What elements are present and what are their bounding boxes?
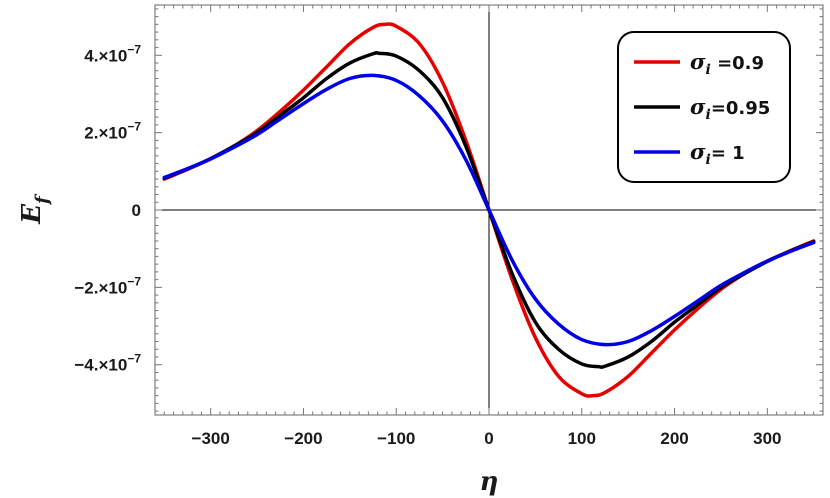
series-layer (162, 22, 816, 398)
legend-label-2: σi= 1 (690, 139, 745, 168)
y-tick-label: −4.×10−7 (74, 352, 141, 375)
y-axis-title: Ef (17, 193, 53, 225)
y-tick-label: 2.×10−7 (84, 120, 141, 143)
y-tick-label: 4.×10−7 (84, 42, 141, 65)
series-line-2 (162, 73, 816, 347)
x-tick-label: 300 (753, 429, 781, 448)
legend: σi =0.9 σi=0.95 σi= 1 (617, 31, 791, 183)
x-tick-label: −300 (192, 429, 230, 448)
x-tick-label: −200 (284, 429, 322, 448)
tick-labels: −300 −200 −100 0 100 200 300 4.×10−7 2.×10−7 0 −2.… (74, 42, 781, 448)
legend-box (617, 31, 791, 183)
x-axis-title: η (480, 467, 499, 497)
tick-marks (155, 5, 823, 415)
x-tick-label: 100 (568, 429, 596, 448)
legend-label-0: σi =0.9 (690, 49, 764, 78)
x-tick-label: 0 (484, 429, 493, 448)
y-tick-label: 0 (132, 201, 141, 220)
x-tick-label: 200 (660, 429, 688, 448)
y-tick-label: −2.×10−7 (74, 274, 141, 297)
x-tick-label: −100 (377, 429, 415, 448)
legend-label-1: σi=0.95 (690, 94, 770, 123)
